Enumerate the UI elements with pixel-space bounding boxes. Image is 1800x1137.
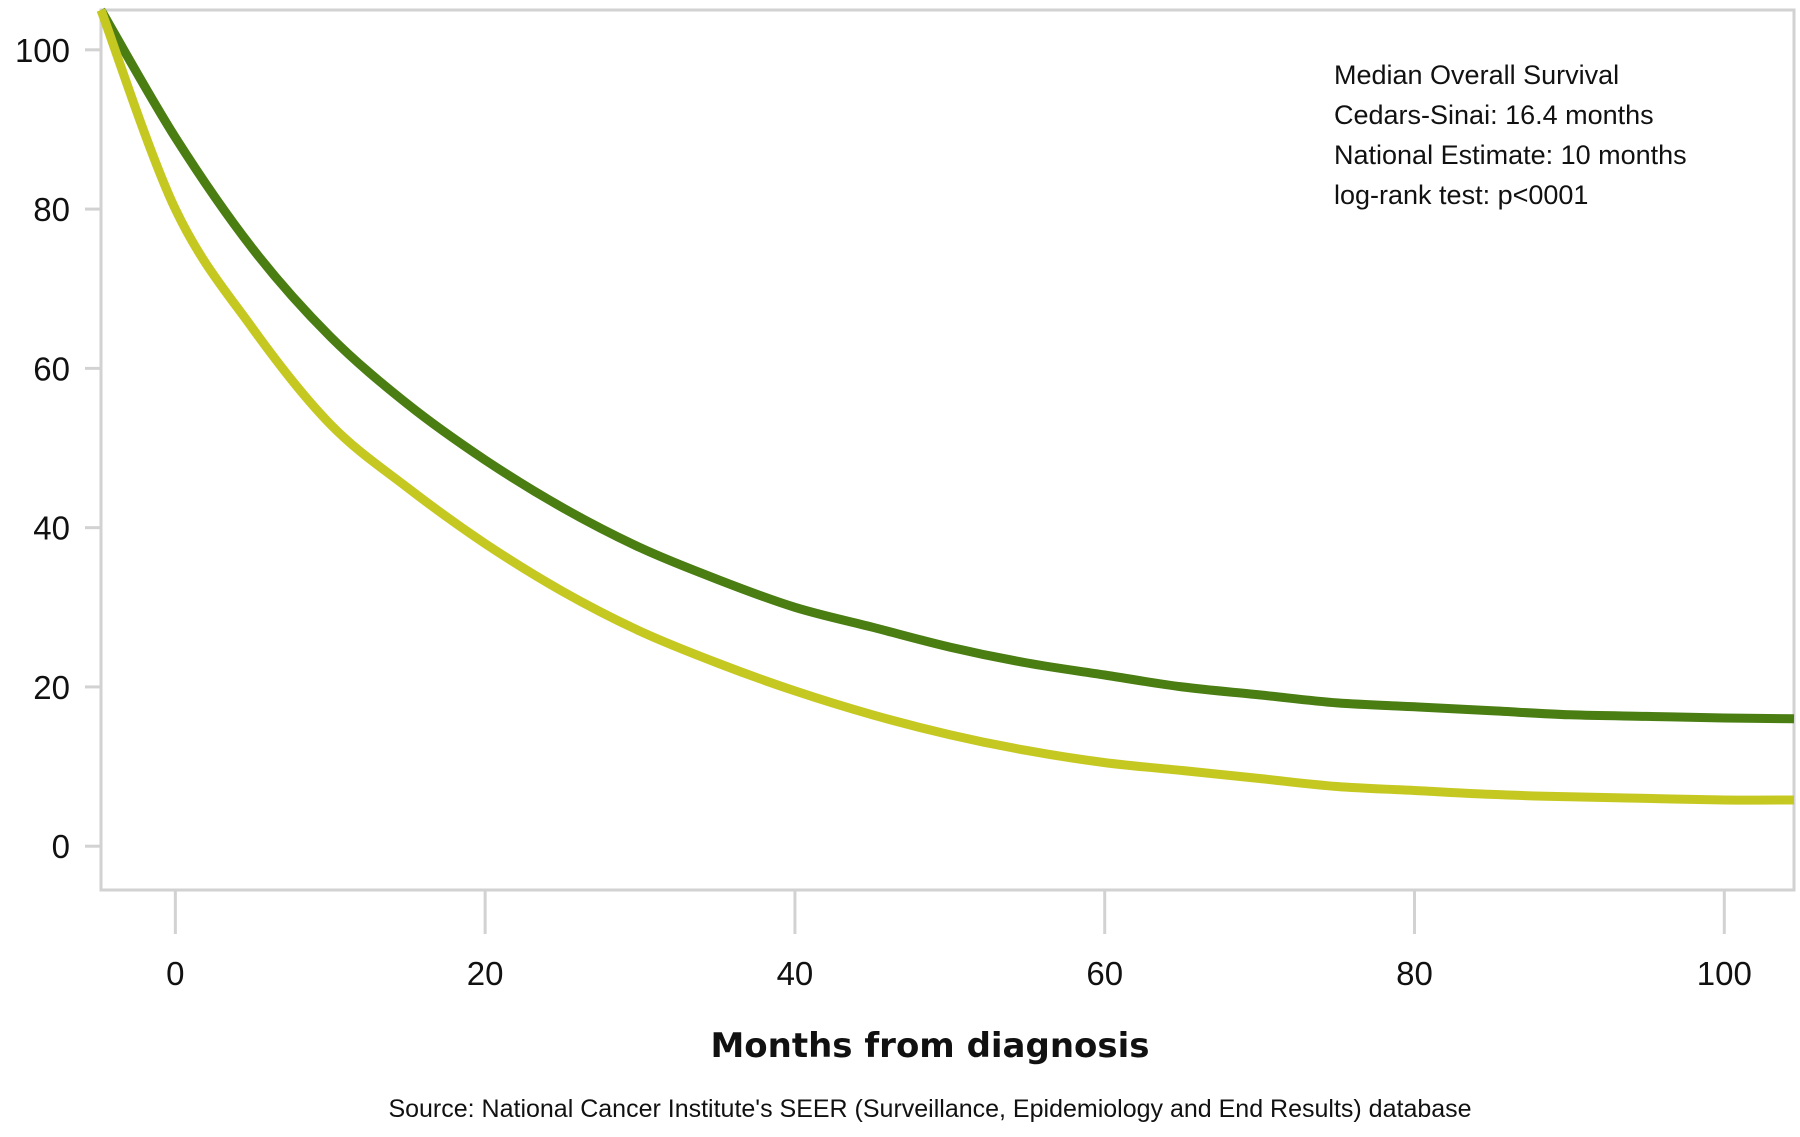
plot-frame (99, 8, 1796, 892)
x-tick-label: 40 (777, 955, 814, 992)
x-tick-label: 0 (166, 955, 184, 992)
y-tick-label: 0 (52, 828, 70, 865)
y-tick-label: 20 (33, 669, 70, 706)
x-tick-label: 20 (467, 955, 504, 992)
y-tick-label: 40 (33, 510, 70, 547)
annotation-line: log-rank test: p<0001 (1334, 180, 1588, 210)
source-note: Source: National Cancer Institute's SEER… (388, 1095, 1471, 1123)
y-tick-label: 60 (33, 350, 70, 387)
median-survival-annotation: Median Overall Survival Cedars-Sinai: 16… (1334, 60, 1687, 210)
survival-curve-1 (97, 7, 1795, 724)
survival-curve-2 (96, 8, 1795, 805)
y-tick-label: 80 (33, 191, 70, 228)
x-axis: 0 20 40 60 80 100 (166, 890, 1752, 992)
x-tick-label: 100 (1697, 955, 1752, 992)
annotation-line: Cedars-Sinai: 16.4 months (1334, 100, 1654, 130)
annotation-line: Median Overall Survival (1334, 60, 1619, 90)
series-layer (96, 7, 1795, 805)
x-tick-label: 80 (1396, 955, 1433, 992)
x-tick-label: 60 (1086, 955, 1123, 992)
y-axis: 0 20 40 60 80 100 (15, 32, 101, 865)
x-axis-title: Months from diagnosis (710, 1026, 1149, 1066)
annotation-line: National Estimate: 10 months (1334, 140, 1687, 170)
y-tick-label: 100 (15, 32, 70, 69)
